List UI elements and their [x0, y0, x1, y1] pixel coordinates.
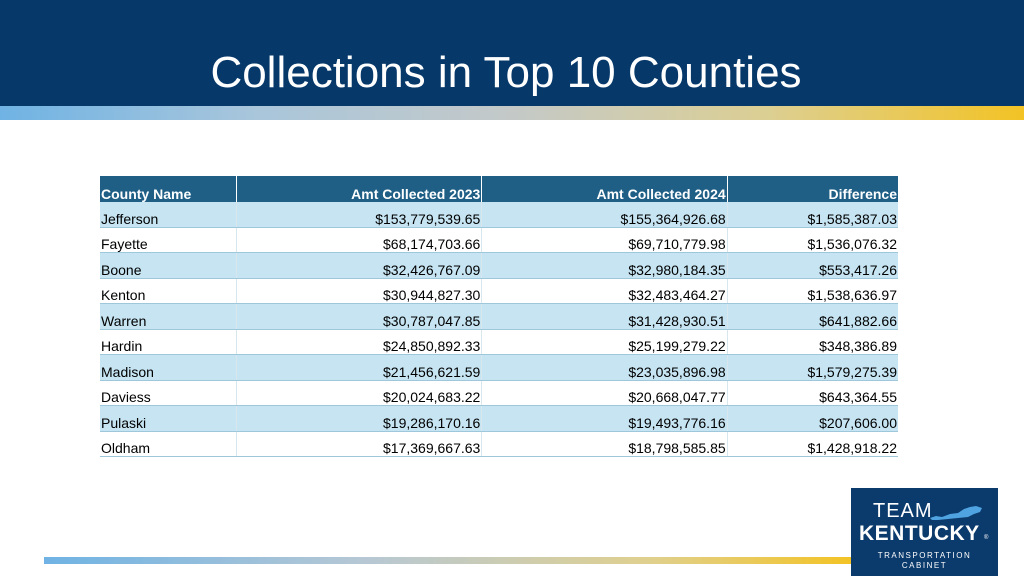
cell-amt-2023: $21,456,621.59 — [236, 354, 483, 381]
table-header-row: County Name Amt Collected 2023 Amt Colle… — [100, 176, 898, 202]
team-kentucky-logo: TEAM KENTUCKY ® TRANSPORTATION CABINET — [851, 488, 998, 576]
cell-difference: $1,536,076.32 — [727, 227, 898, 253]
cell-amt-2023: $24,850,892.33 — [236, 329, 483, 355]
logo-team-text: TEAM — [873, 500, 933, 522]
logo-transportation-text: TRANSPORTATION — [877, 551, 972, 560]
table-row: Warren $30,787,047.85 $31,428,930.51 $641,8… — [100, 303, 898, 330]
header-difference: Difference — [727, 176, 898, 202]
registered-mark: ® — [984, 535, 989, 541]
cell-amt-2024: $69,710,779.98 — [481, 227, 728, 253]
table-row: Daviess $20,024,683.22 $20,668,047.77 $643,… — [100, 380, 898, 406]
bottom-accent-stripe — [44, 557, 852, 564]
header-amt-2024: Amt Collected 2024 — [481, 176, 728, 202]
cell-amt-2024: $18,798,585.85 — [481, 431, 728, 457]
cell-difference: $1,428,918.22 — [727, 431, 898, 457]
logo-cabinet-text: CABINET — [901, 561, 948, 570]
cell-county-name: Fayette — [100, 227, 237, 253]
cell-amt-2023: $153,779,539.65 — [236, 202, 483, 228]
cell-difference: $1,579,275.39 — [727, 354, 898, 381]
cell-amt-2024: $32,483,464.27 — [481, 278, 728, 304]
slide-title: Collections in Top 10 Counties — [210, 48, 802, 97]
cell-difference: $1,585,387.03 — [727, 202, 898, 228]
table-row: Oldham $17,369,667.63 $18,798,585.85 $1,428… — [100, 431, 898, 457]
table-row: Pulaski $19,286,170.16 $19,493,776.16 $207,… — [100, 405, 898, 432]
table-row: Jefferson $153,779,539.65 $155,364,926.68 $… — [100, 202, 898, 228]
cell-amt-2023: $68,174,703.66 — [236, 227, 483, 253]
collections-table: County Name Amt Collected 2023 Amt Colle… — [100, 176, 898, 457]
table-row: Hardin $24,850,892.33 $25,199,279.22 $348,3… — [100, 329, 898, 355]
cell-amt-2024: $20,668,047.77 — [481, 380, 728, 406]
cell-county-name: Hardin — [100, 329, 237, 355]
cell-difference: $348,386.89 — [727, 329, 898, 355]
kentucky-state-icon — [930, 506, 982, 520]
cell-amt-2024: $23,035,896.98 — [481, 354, 728, 381]
cell-difference: $641,882.66 — [727, 303, 898, 330]
cell-county-name: Jefferson — [100, 202, 237, 228]
cell-amt-2024: $25,199,279.22 — [481, 329, 728, 355]
cell-amt-2023: $30,787,047.85 — [236, 303, 483, 330]
table-row: Kenton $30,944,827.30 $32,483,464.27 $1,538… — [100, 278, 898, 304]
cell-difference: $643,364.55 — [727, 380, 898, 406]
header-county-name: County Name — [100, 176, 237, 202]
cell-county-name: Pulaski — [100, 405, 237, 432]
table-row: Fayette $68,174,703.66 $69,710,779.98 $1,53… — [100, 227, 898, 253]
cell-difference: $553,417.26 — [727, 252, 898, 279]
table-row: Boone $32,426,767.09 $32,980,184.35 $553,41… — [100, 252, 898, 279]
cell-county-name: Oldham — [100, 431, 237, 457]
cell-county-name: Boone — [100, 252, 237, 279]
cell-amt-2024: $19,493,776.16 — [481, 405, 728, 432]
header-amt-2023: Amt Collected 2023 — [236, 176, 483, 202]
cell-county-name: Warren — [100, 303, 237, 330]
cell-difference: $1,538,636.97 — [727, 278, 898, 304]
cell-amt-2024: $155,364,926.68 — [481, 202, 728, 228]
table-row: Madison $21,456,621.59 $23,035,896.98 $1,57… — [100, 354, 898, 381]
cell-amt-2023: $20,024,683.22 — [236, 380, 483, 406]
cell-difference: $207,606.00 — [727, 405, 898, 432]
logo-kentucky-text: KENTUCKY — [859, 522, 980, 545]
cell-amt-2023: $30,944,827.30 — [236, 278, 483, 304]
cell-amt-2023: $19,286,170.16 — [236, 405, 483, 432]
cell-county-name: Madison — [100, 354, 237, 381]
cell-county-name: Kenton — [100, 278, 237, 304]
cell-amt-2024: $31,428,930.51 — [481, 303, 728, 330]
top-accent-stripe — [0, 106, 1024, 120]
cell-amt-2024: $32,980,184.35 — [481, 252, 728, 279]
cell-county-name: Daviess — [100, 380, 237, 406]
title-banner: Collections in Top 10 Counties — [0, 0, 1024, 106]
cell-amt-2023: $17,369,667.63 — [236, 431, 483, 457]
cell-amt-2023: $32,426,767.09 — [236, 252, 483, 279]
